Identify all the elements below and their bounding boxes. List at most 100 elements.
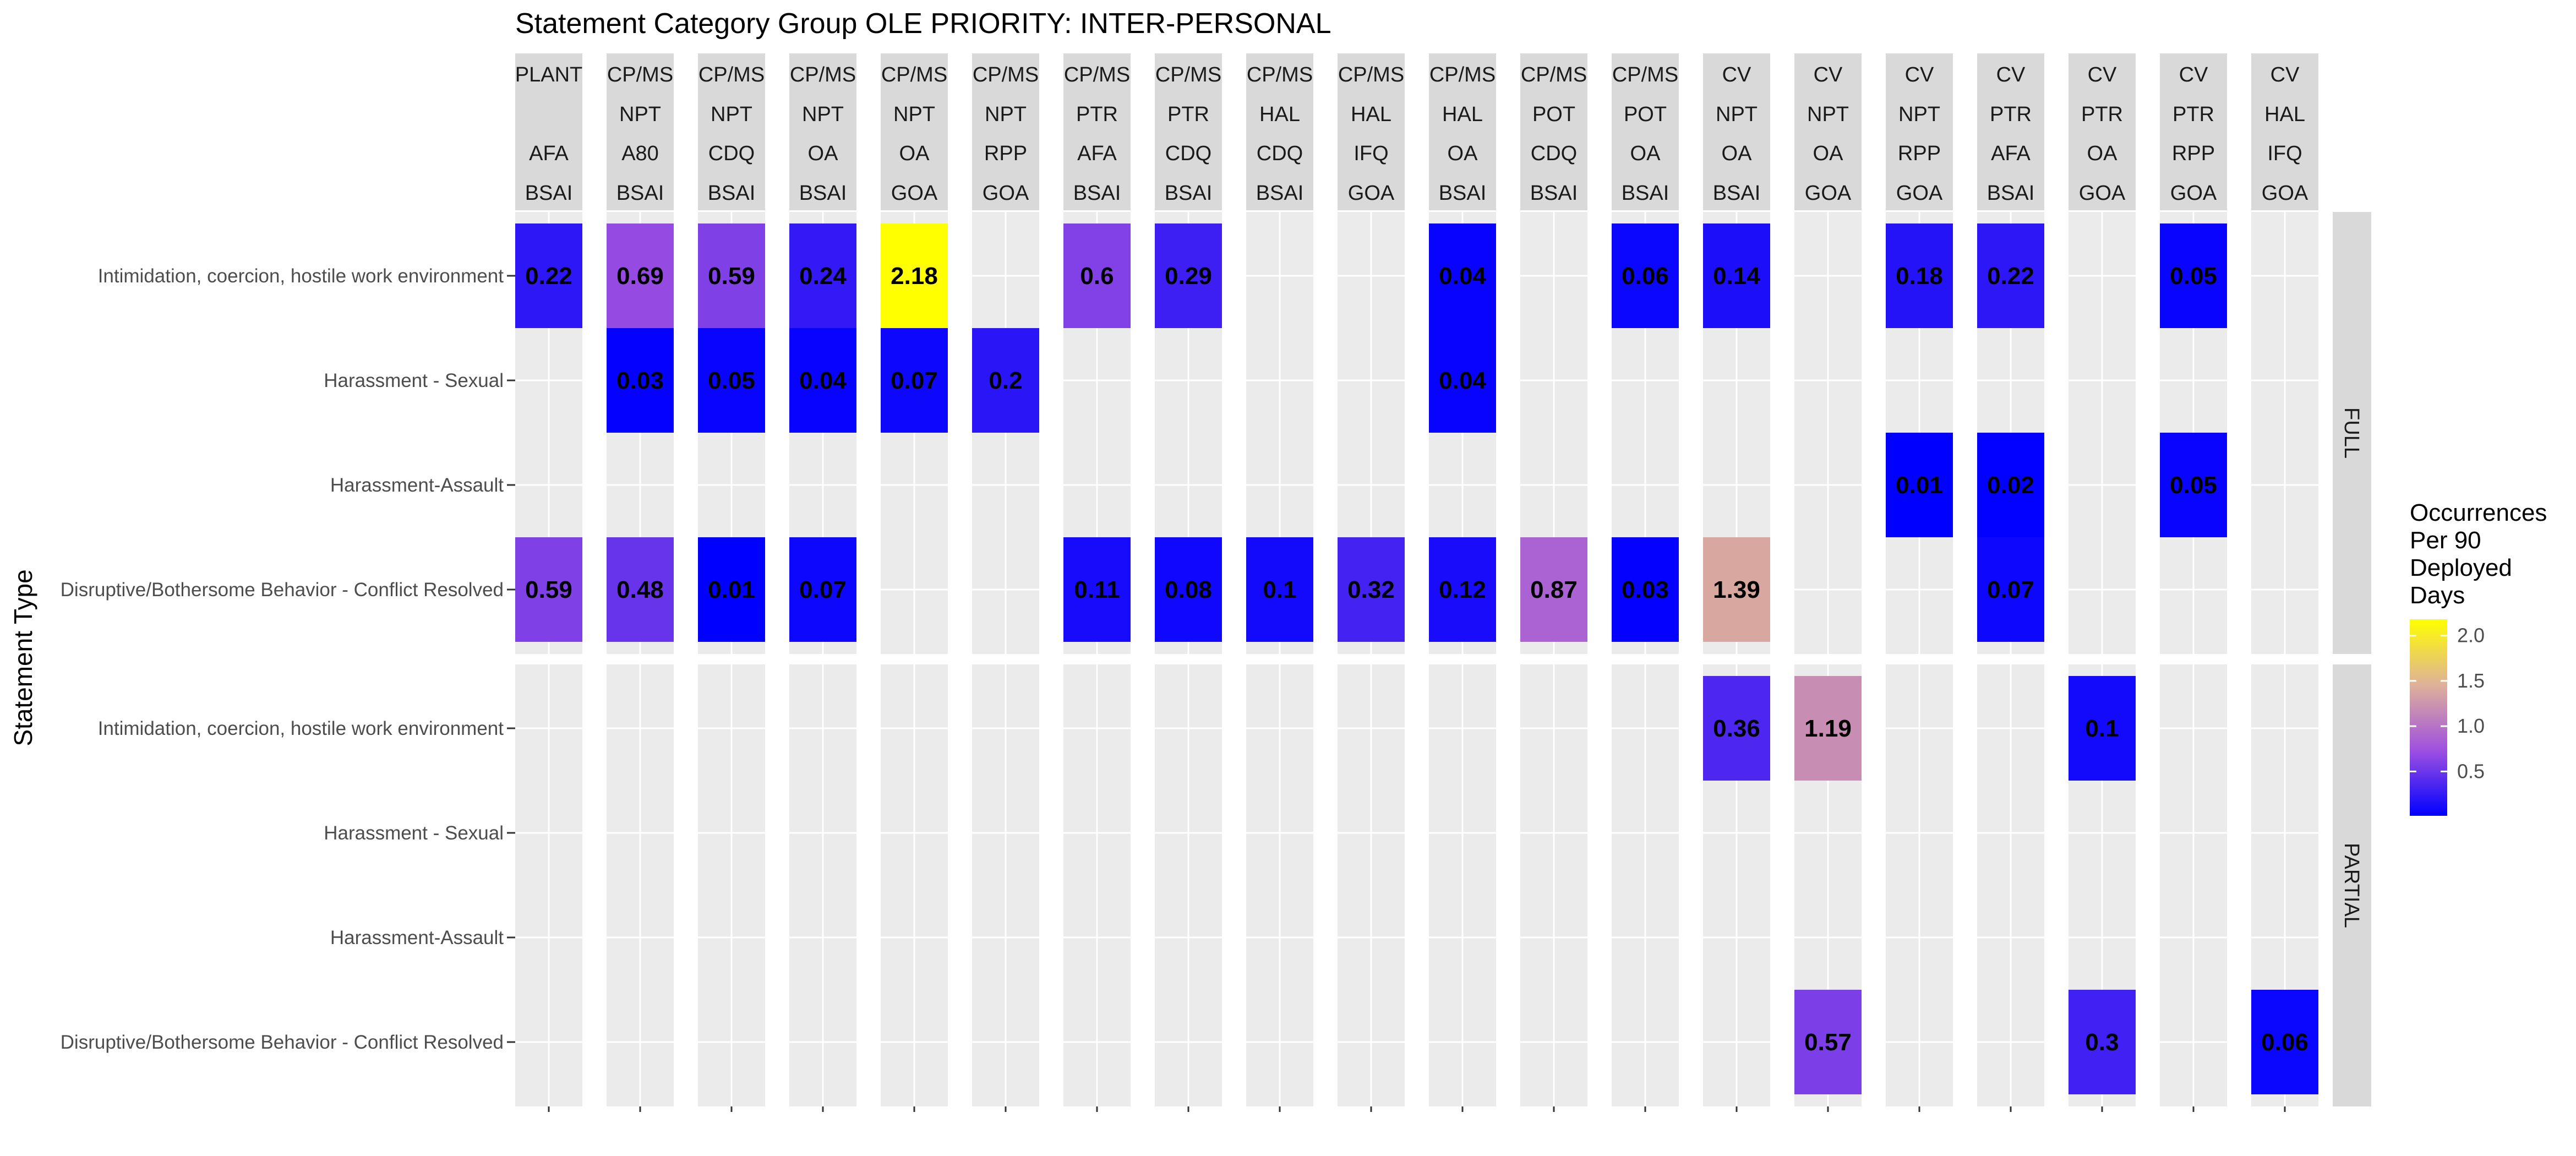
column-strip-label: CDQ bbox=[708, 142, 755, 165]
heatmap-cell bbox=[789, 537, 856, 642]
cell-value-label: 0.18 bbox=[1896, 263, 1943, 290]
column-strip-label: OA bbox=[1448, 142, 1478, 165]
cell-value-label: 0.04 bbox=[799, 367, 847, 394]
cell-value-label: 0.6 bbox=[1080, 263, 1114, 290]
column-strip-label: PLANT bbox=[515, 63, 582, 86]
cell-value-label: 0.03 bbox=[616, 367, 664, 394]
column-strip-label: BSAI bbox=[1713, 182, 1761, 205]
cell-value-label: 2.18 bbox=[891, 263, 938, 290]
column-strip-label: BSAI bbox=[1987, 182, 2035, 205]
column-strip-label: AFA bbox=[529, 142, 569, 165]
column-strip: CP/MS NPT OA GOA bbox=[881, 53, 948, 210]
cell-value-label: 0.04 bbox=[1439, 263, 1486, 290]
heatmap-cell bbox=[1794, 676, 1862, 781]
column-strip-label: PTR bbox=[2081, 103, 2123, 126]
column-strip: CP/MS PTR CDQ BSAI bbox=[1155, 53, 1222, 210]
column-strip: CV NPT RPP GOA bbox=[1886, 53, 1953, 210]
column-strip-label: HAL bbox=[1259, 103, 1300, 126]
cell-value-label: 0.06 bbox=[1622, 263, 1669, 290]
column-strip-label: BSAI bbox=[1073, 182, 1121, 205]
column-strip-label: BSAI bbox=[708, 182, 756, 205]
cell-value-label: 0.03 bbox=[1622, 576, 1669, 603]
cell-value-label: 0.05 bbox=[2170, 472, 2217, 499]
heatmap-cell bbox=[1977, 537, 2044, 642]
legend-title-line: Per 90 bbox=[2410, 527, 2481, 554]
panel-strip-bg bbox=[2333, 664, 2371, 1106]
column-strip: CP/MS HAL OA BSAI bbox=[1429, 53, 1496, 210]
column-strip-label: IFQ bbox=[2267, 142, 2302, 165]
column-strip-label: NPT bbox=[711, 103, 752, 126]
column-strip-label: RPP bbox=[1898, 142, 1941, 165]
column-strip-label: CV bbox=[1814, 63, 1843, 86]
heatmap-cell bbox=[1703, 537, 1770, 642]
column-strip-label: POT bbox=[1624, 103, 1667, 126]
column-strip-label: IFQ bbox=[1354, 142, 1388, 165]
heatmap-cell bbox=[1338, 537, 1405, 642]
heatmap-cell bbox=[1155, 537, 1222, 642]
panel-strip-bg bbox=[2333, 212, 2371, 654]
column-strip-label: OA bbox=[1813, 142, 1844, 165]
column-strip-label: NPT bbox=[1898, 103, 1940, 126]
column-strip-label: BSAI bbox=[616, 182, 664, 205]
heatmap-cell bbox=[515, 537, 582, 642]
column-strip-label: HAL bbox=[1442, 103, 1483, 126]
cell-value-label: 0.11 bbox=[1074, 576, 1120, 603]
column-strip-bg bbox=[1703, 53, 1770, 210]
column-strip-label: CDQ bbox=[1165, 142, 1211, 165]
legend-tick-label: 1.5 bbox=[2457, 669, 2485, 692]
column-strip: CP/MS NPT A80 BSAI bbox=[607, 53, 674, 210]
cell-value-label: 0.3 bbox=[2085, 1029, 2119, 1056]
column-strip-label: OA bbox=[1722, 142, 1753, 165]
column-strip-label: OA bbox=[808, 142, 839, 165]
row-label: Harassment - Sexual bbox=[324, 370, 504, 391]
column-strip-bg bbox=[881, 53, 948, 210]
column-strip-bg bbox=[2160, 53, 2227, 210]
legend-colorbar bbox=[2410, 619, 2447, 816]
column-strip-label: GOA bbox=[1805, 182, 1852, 205]
legend-title-line: Days bbox=[2410, 582, 2465, 609]
column-strip: CV NPT OA BSAI bbox=[1703, 53, 1770, 210]
column-strip-label: POT bbox=[1532, 103, 1575, 126]
heatmap-cell bbox=[1429, 537, 1496, 642]
column-strip-bg bbox=[1612, 53, 1679, 210]
column-strip-label: CDQ bbox=[1531, 142, 1577, 165]
column-strip-label: GOA bbox=[2262, 182, 2308, 205]
column-strip-label: CP/MS bbox=[973, 63, 1039, 86]
heatmap-cell bbox=[698, 328, 765, 433]
column-strip-label: RPP bbox=[984, 142, 1027, 165]
column-strip-bg bbox=[1246, 53, 1313, 210]
column-strip-label: HAL bbox=[2264, 103, 2305, 126]
column-strip: CV PTR AFA BSAI bbox=[1977, 53, 2044, 210]
column-strip-label: NPT bbox=[802, 103, 844, 126]
cell-value-label: 0.07 bbox=[891, 367, 938, 394]
column-strip-label: CP/MS bbox=[881, 63, 947, 86]
column-strip: CP/MS NPT OA BSAI bbox=[789, 53, 856, 210]
cell-value-label: 0.48 bbox=[616, 576, 664, 603]
legend-title-line: Occurrences bbox=[2410, 499, 2547, 526]
heatmap-cell bbox=[1063, 223, 1131, 328]
column-strip-label: BSAI bbox=[1256, 182, 1304, 205]
cell-value-label: 0.02 bbox=[1987, 472, 2034, 499]
row-label: Harassment - Sexual bbox=[324, 822, 504, 844]
cell-value-label: 0.05 bbox=[2170, 263, 2217, 290]
column-strips: PLANT AFA BSAI CP/MS NPT A80 BSAI CP/MS NPT CDQ BS… bbox=[515, 53, 2318, 210]
column-strip: CV PTR OA GOA bbox=[2069, 53, 2136, 210]
cell-value-label: 0.36 bbox=[1713, 715, 1760, 742]
column-strip-bg bbox=[515, 53, 582, 210]
column-strip: CP/MS NPT RPP GOA bbox=[972, 53, 1039, 210]
column-strip-label: CP/MS bbox=[790, 63, 856, 86]
column-strip: CV HAL IFQ GOA bbox=[2251, 53, 2318, 210]
row-label: Harassment-Assault bbox=[330, 475, 504, 496]
heatmap-cell bbox=[607, 223, 674, 328]
heatmap-cell bbox=[1155, 223, 1222, 328]
heatmap-cell bbox=[1977, 223, 2044, 328]
chart-title: Statement Category Group OLE PRIORITY: I… bbox=[515, 8, 1331, 40]
cell-value-label: 1.19 bbox=[1804, 715, 1852, 742]
row-label: Disruptive/Bothersome Behavior - Conflic… bbox=[61, 1032, 504, 1053]
row-label: Disruptive/Bothersome Behavior - Conflic… bbox=[61, 579, 504, 601]
panels: 0.22 0.69 0.59 0.24 2.18 0.6 0.29 0.04 0.06 0.14 0… bbox=[507, 212, 2371, 1112]
column-strip-label: NPT bbox=[893, 103, 935, 126]
column-strip: CP/MS POT CDQ BSAI bbox=[1520, 53, 1587, 210]
column-strip-label: OA bbox=[2087, 142, 2118, 165]
